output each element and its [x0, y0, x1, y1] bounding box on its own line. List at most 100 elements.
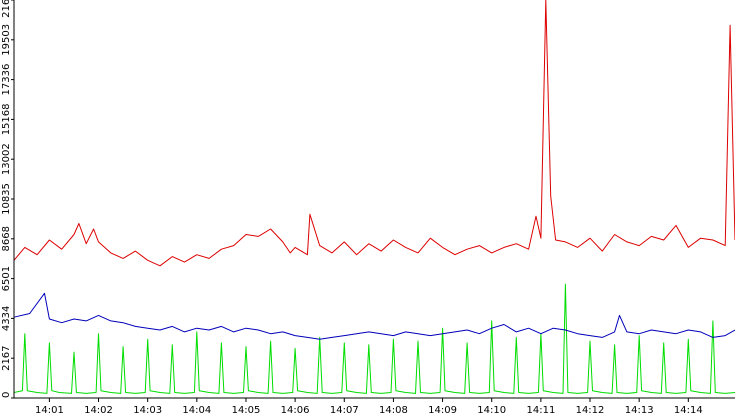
x-tick-label: 14:07 [330, 405, 359, 415]
data-point [295, 335, 296, 336]
data-point [209, 392, 210, 393]
data-point [44, 293, 45, 294]
data-point [194, 392, 195, 393]
data-point [93, 228, 94, 229]
data-point [98, 333, 99, 334]
data-point [690, 390, 691, 391]
data-point [454, 254, 455, 255]
data-point [587, 392, 588, 393]
data-point [366, 393, 367, 394]
data-point [565, 241, 566, 242]
data-point [272, 392, 273, 393]
data-point [331, 393, 332, 394]
data-point [292, 392, 293, 393]
data-point [258, 236, 259, 237]
data-point [135, 393, 136, 394]
data-point [221, 326, 222, 327]
data-point [602, 392, 603, 393]
y-tick-label: 2167 [1, 345, 12, 370]
data-point [371, 392, 372, 393]
data-point [73, 234, 74, 235]
data-point [51, 390, 52, 391]
data-point [49, 342, 50, 343]
data-point [174, 392, 175, 393]
data-point [589, 335, 590, 336]
data-point [626, 393, 627, 394]
data-point [295, 247, 296, 248]
data-point [479, 393, 480, 394]
data-point [322, 392, 323, 393]
data-point [270, 333, 271, 334]
series-line-2 [13, 292, 735, 340]
data-point [516, 243, 517, 244]
data-point [73, 352, 74, 353]
data-point [454, 331, 455, 332]
data-point [172, 326, 173, 327]
data-point [675, 333, 676, 334]
data-point [270, 341, 271, 342]
data-point [110, 320, 111, 321]
data-point [700, 238, 701, 239]
data-point [344, 342, 345, 343]
x-tick-label: 14:05 [232, 405, 261, 415]
data-point [535, 216, 536, 217]
data-point [24, 247, 25, 248]
data-point [405, 331, 406, 332]
data-point [715, 392, 716, 393]
data-point [344, 241, 345, 242]
data-point [159, 329, 160, 330]
data-point [589, 341, 590, 342]
data-point [661, 393, 662, 394]
data-point [37, 254, 38, 255]
data-point [282, 331, 283, 332]
data-point [417, 333, 418, 334]
x-tick-label: 14:12 [576, 405, 605, 415]
data-point [589, 238, 590, 239]
data-point [491, 328, 492, 329]
data-point [331, 337, 332, 338]
y-tick-label: 8668 [1, 226, 12, 251]
data-point [258, 329, 259, 330]
data-point [221, 249, 222, 250]
data-point [454, 392, 455, 393]
data-point [172, 344, 173, 345]
data-point [516, 331, 517, 332]
data-point [417, 252, 418, 253]
data-point [248, 390, 249, 391]
data-point [467, 342, 468, 343]
data-point [688, 247, 689, 248]
data-point [469, 392, 470, 393]
data-point [196, 254, 197, 255]
data-point [651, 392, 652, 393]
data-point [420, 392, 421, 393]
data-point [223, 392, 224, 393]
data-point [565, 284, 566, 285]
data-point [503, 324, 504, 325]
data-point [516, 337, 517, 338]
data-point [555, 239, 556, 240]
data-point [528, 393, 529, 394]
data-point [297, 390, 298, 391]
data-point [712, 320, 713, 321]
data-point [626, 241, 627, 242]
data-point [614, 344, 615, 345]
data-point [636, 392, 637, 393]
data-point [270, 228, 271, 229]
data-point [503, 392, 504, 393]
data-point [125, 392, 126, 393]
data-point [688, 339, 689, 340]
data-point [184, 331, 185, 332]
data-point [381, 333, 382, 334]
x-tick-label: 14:01 [35, 405, 64, 415]
data-point [440, 392, 441, 393]
data-point [96, 392, 97, 393]
data-point [184, 393, 185, 394]
data-point [221, 342, 222, 343]
data-point [725, 393, 726, 394]
data-point [49, 239, 50, 240]
data-point [641, 390, 642, 391]
data-point [22, 390, 23, 391]
data-point [110, 392, 111, 393]
data-point [46, 393, 47, 394]
data-point [577, 333, 578, 334]
